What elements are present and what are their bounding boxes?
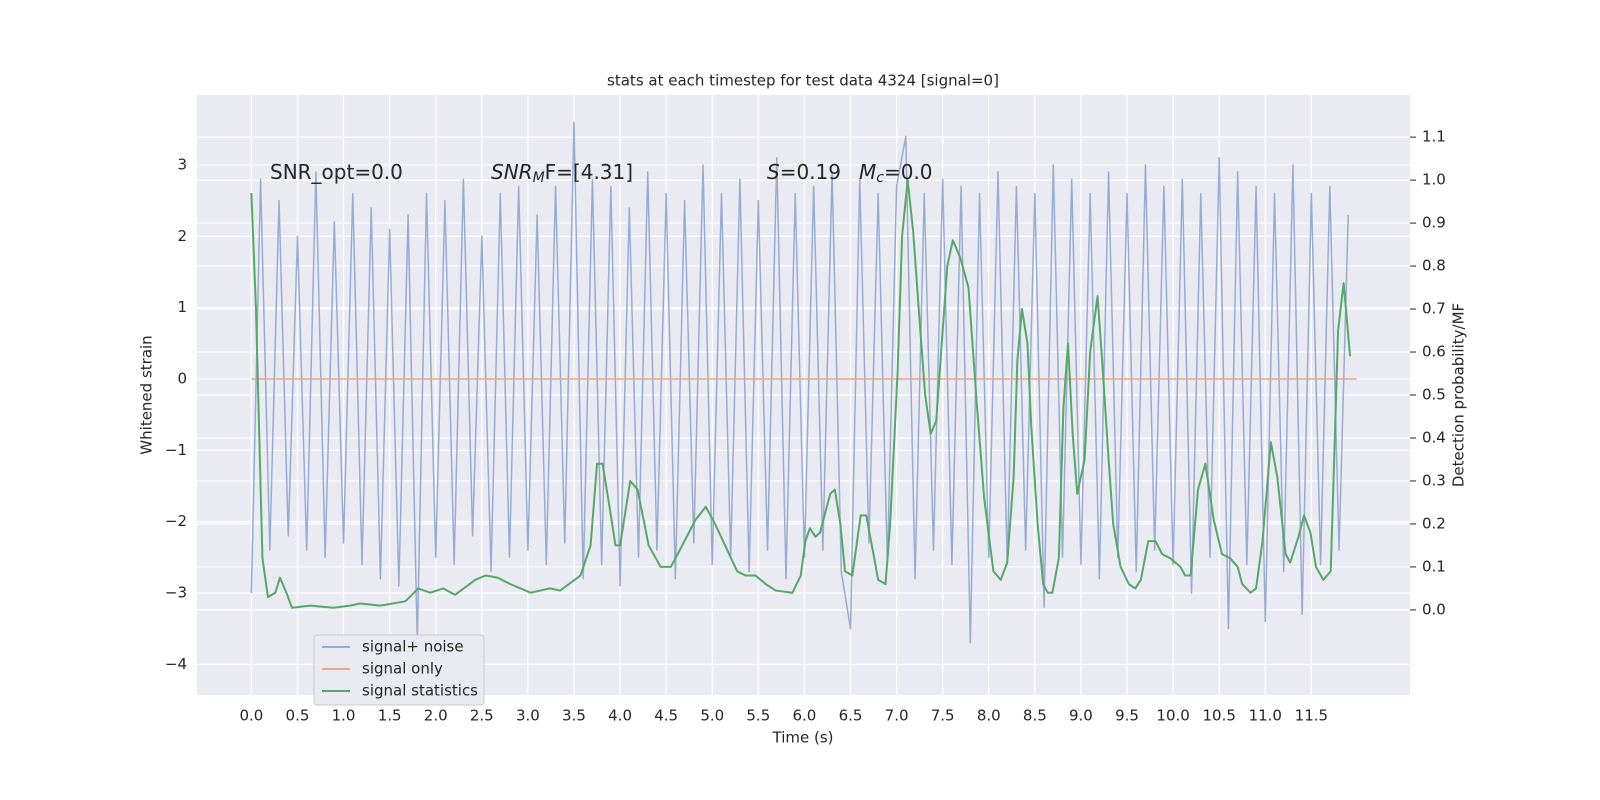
y2-tick-label: 0.0 — [1422, 600, 1446, 618]
y2-tick-label: 1.1 — [1422, 128, 1446, 146]
annotation: S=0.19 — [767, 160, 841, 184]
x-tick-label: 9.0 — [1069, 707, 1093, 725]
annotation-part: M — [859, 160, 876, 184]
y2-tick-label: 1.0 — [1422, 171, 1446, 189]
annotation-part: SNR — [491, 160, 533, 184]
y2-tick-label: 0.4 — [1422, 428, 1446, 446]
legend-label: signal statistics — [362, 682, 478, 700]
x-tick-label: 5.0 — [700, 707, 724, 725]
y2-tick-label: 0.7 — [1422, 300, 1446, 318]
x-tick-label: 8.0 — [977, 707, 1001, 725]
x-tick-label: 3.5 — [562, 707, 586, 725]
annotation-part: F=[4.31] — [545, 160, 633, 184]
y-tick-label: 1 — [177, 298, 187, 316]
annotation-part: c — [876, 170, 884, 186]
annotation-part: =0.19 — [780, 160, 841, 184]
x-tick-label: 1.0 — [332, 707, 356, 725]
annotation-part: S — [767, 160, 780, 184]
y2-tick-label: 0.2 — [1422, 514, 1446, 532]
x-tick-label: 5.5 — [746, 707, 770, 725]
y-tick-label: 3 — [177, 155, 187, 173]
annotation: SNRMF=[4.31] — [491, 160, 633, 187]
y2-tick-label: 0.6 — [1422, 343, 1446, 361]
marks — [250, 121, 1357, 644]
y-tick-label: −1 — [165, 441, 187, 459]
y-axis-label: Whitened strain — [138, 335, 156, 454]
x-tick-label: 0.0 — [239, 707, 263, 725]
annotation-part: M — [533, 170, 545, 186]
legend-box — [313, 634, 485, 706]
y-tick-label: −3 — [165, 583, 187, 601]
x-tick-label: 3.0 — [516, 707, 540, 725]
y2-tick-label: 0.5 — [1422, 386, 1446, 404]
x-tick-label: 10.5 — [1202, 707, 1235, 725]
x-tick-label: 6.5 — [839, 707, 863, 725]
series-line — [250, 179, 1352, 609]
y2-tick-label: 0.9 — [1422, 214, 1446, 232]
x-axis-label: Time (s) — [772, 729, 834, 747]
series-line — [250, 121, 1349, 644]
y2-axis-label: Detection probability/MF — [1450, 303, 1468, 487]
x-tick-label: 7.0 — [885, 707, 909, 725]
x-tick-label: 11.5 — [1295, 707, 1328, 725]
chart-title: stats at each timestep for test data 432… — [607, 72, 999, 90]
y-tick-label: 2 — [177, 227, 187, 245]
x-tick-label: 8.5 — [1023, 707, 1047, 725]
annotation-part: SNR_opt=0.0 — [270, 160, 403, 184]
y2-tick-label: 0.1 — [1422, 557, 1446, 575]
x-tick-label: 6.0 — [792, 707, 816, 725]
x-tick-label: 7.5 — [931, 707, 955, 725]
y2-tick-label: 0.8 — [1422, 257, 1446, 275]
legend-label: signal only — [362, 660, 443, 678]
legend-label: signal+ noise — [362, 638, 464, 656]
annotation: SNR_opt=0.0 — [270, 160, 403, 184]
x-tick-label: 2.5 — [470, 707, 494, 725]
y-tick-label: −2 — [165, 512, 187, 530]
x-tick-label: 10.0 — [1156, 707, 1189, 725]
annotation: Mc=0.0 — [859, 160, 933, 187]
x-tick-label: 0.5 — [286, 707, 310, 725]
x-tick-label: 11.0 — [1249, 707, 1282, 725]
y-tick-label: −4 — [165, 655, 187, 673]
x-tick-label: 9.5 — [1115, 707, 1139, 725]
x-tick-label: 4.0 — [608, 707, 632, 725]
y2-tick-label: 0.3 — [1422, 471, 1446, 489]
x-tick-label: 4.5 — [654, 707, 678, 725]
x-tick-label: 2.0 — [424, 707, 448, 725]
x-tick-label: 1.5 — [378, 707, 402, 725]
y-tick-label: 0 — [177, 369, 187, 387]
annotation-part: =0.0 — [884, 160, 933, 184]
